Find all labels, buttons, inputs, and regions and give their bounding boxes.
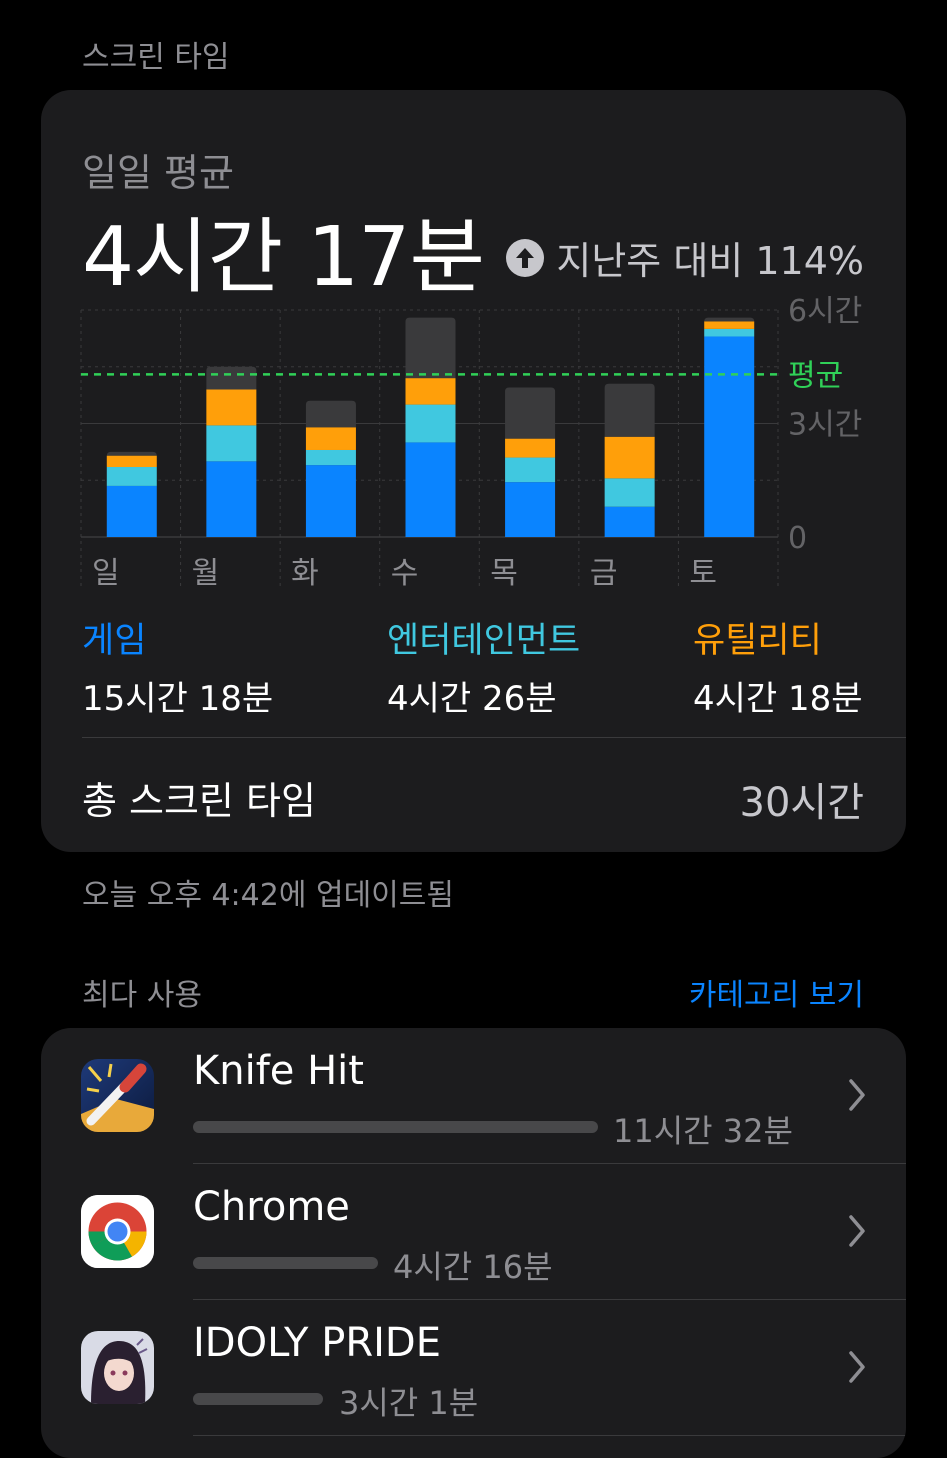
usage-time: 4시간 16분 (393, 1248, 553, 1286)
arrow-up-circle-icon (506, 238, 545, 277)
bar-segment (505, 387, 556, 439)
most-used-list: Knife Hit 11시간 32분 Chrome 4시간 16분 (41, 1028, 906, 1458)
bar-segment (704, 317, 755, 322)
legend-game: 게임 15시간 18분 (82, 612, 273, 720)
idoly-pride-icon (81, 1331, 154, 1404)
legend-utility: 유틸리티 4시간 18분 (693, 612, 863, 720)
y-tick-label: 0 (788, 521, 807, 556)
day-label: 수 (391, 556, 419, 591)
bar-segment (305, 400, 356, 428)
bar-segment (604, 436, 655, 479)
section-header: 스크린 타임 (82, 40, 230, 75)
bar-segment (405, 378, 456, 405)
app-name: Knife Hit (193, 1048, 364, 1094)
average-label: 평균 (788, 358, 843, 393)
daily-average-value: 4시간 17분 (82, 210, 485, 305)
bar-segment (604, 506, 655, 537)
app-row-idoly-pride[interactable]: IDOLY PRIDE 3시간 1분 (41, 1300, 906, 1436)
day-label: 월 (192, 556, 220, 591)
bar-segment (305, 465, 356, 537)
bar-segment (405, 442, 456, 537)
app-name: Chrome (193, 1184, 350, 1230)
bar-segment (604, 478, 655, 507)
screen-time-card[interactable]: 일일 평균 4시간 17분 지난주 대비 114% 일 월 화 수 목 금 토 평균 6시간 3시… (41, 90, 906, 852)
bar-segment (206, 461, 257, 537)
bar-segment (405, 404, 456, 443)
bar-segment (505, 482, 556, 537)
bar-segment (704, 321, 755, 329)
knife-hit-icon (81, 1059, 154, 1132)
legend-utility-label: 유틸리티 (693, 621, 822, 661)
app-row-knife-hit[interactable]: Knife Hit 11시간 32분 (41, 1028, 906, 1164)
usage-time: 3시간 1분 (339, 1384, 479, 1422)
bar-segment (106, 451, 157, 456)
usage-chart[interactable]: 일 월 화 수 목 금 토 평균 6시간 3시간 0 (41, 90, 906, 610)
legend-entertainment-label: 엔터테인먼트 (387, 621, 581, 661)
y-tick-label: 6시간 (788, 294, 862, 329)
legend-game-value: 15시간 18분 (82, 679, 274, 719)
day-label: 화 (291, 556, 319, 591)
chevron-right-icon (849, 1079, 865, 1111)
view-categories-button[interactable]: 카테고리 보기 (688, 978, 864, 1013)
bar-segment (106, 485, 157, 537)
bar-segment (206, 366, 257, 390)
bar-segment (106, 455, 157, 468)
row-divider (193, 1435, 906, 1436)
comparison-text: 지난주 대비 114% (556, 239, 864, 283)
day-label: 일 (92, 556, 120, 591)
app-row-chrome[interactable]: Chrome 4시간 16분 (41, 1164, 906, 1300)
legend-entertainment: 엔터테인먼트 4시간 26분 (387, 612, 580, 720)
bar-segment (604, 383, 655, 437)
legend-entertainment-value: 4시간 26분 (387, 679, 557, 719)
total-screen-time-label: 총 스크린 타임 (82, 779, 316, 823)
chevron-right-icon (849, 1351, 865, 1383)
divider (82, 737, 906, 738)
usage-bar (193, 1393, 323, 1405)
bar-segment (305, 427, 356, 450)
day-label: 토 (689, 556, 717, 591)
bar-segment (206, 389, 257, 426)
usage-bar (193, 1257, 378, 1269)
weekly-comparison: 지난주 대비 114% (506, 230, 864, 285)
daily-average-label: 일일 평균 (82, 151, 234, 195)
usage-bar (193, 1121, 598, 1133)
row-divider (193, 1163, 906, 1164)
bar-segment (106, 467, 157, 486)
total-screen-time-value: 30시간 (739, 780, 865, 826)
legend-game-label: 게임 (82, 621, 147, 661)
app-name: IDOLY PRIDE (193, 1320, 441, 1366)
most-used-header: 최다 사용 (82, 978, 202, 1013)
bar-segment (505, 457, 556, 483)
updated-timestamp: 오늘 오후 4:42에 업데이트됨 (82, 878, 454, 913)
chrome-icon (81, 1195, 154, 1268)
day-label: 목 (490, 556, 518, 591)
y-tick-label: 3시간 (788, 408, 862, 443)
row-divider (193, 1299, 906, 1300)
bar-segment (505, 438, 556, 458)
bar-segment (305, 449, 356, 466)
bar-segment (206, 425, 257, 462)
usage-time: 11시간 32분 (613, 1112, 793, 1150)
day-label: 금 (590, 556, 618, 591)
bar-segment (704, 336, 755, 537)
legend-utility-value: 4시간 18분 (693, 679, 863, 719)
bar-segment (405, 317, 456, 379)
bar-segment (704, 328, 755, 337)
chevron-right-icon (849, 1215, 865, 1247)
